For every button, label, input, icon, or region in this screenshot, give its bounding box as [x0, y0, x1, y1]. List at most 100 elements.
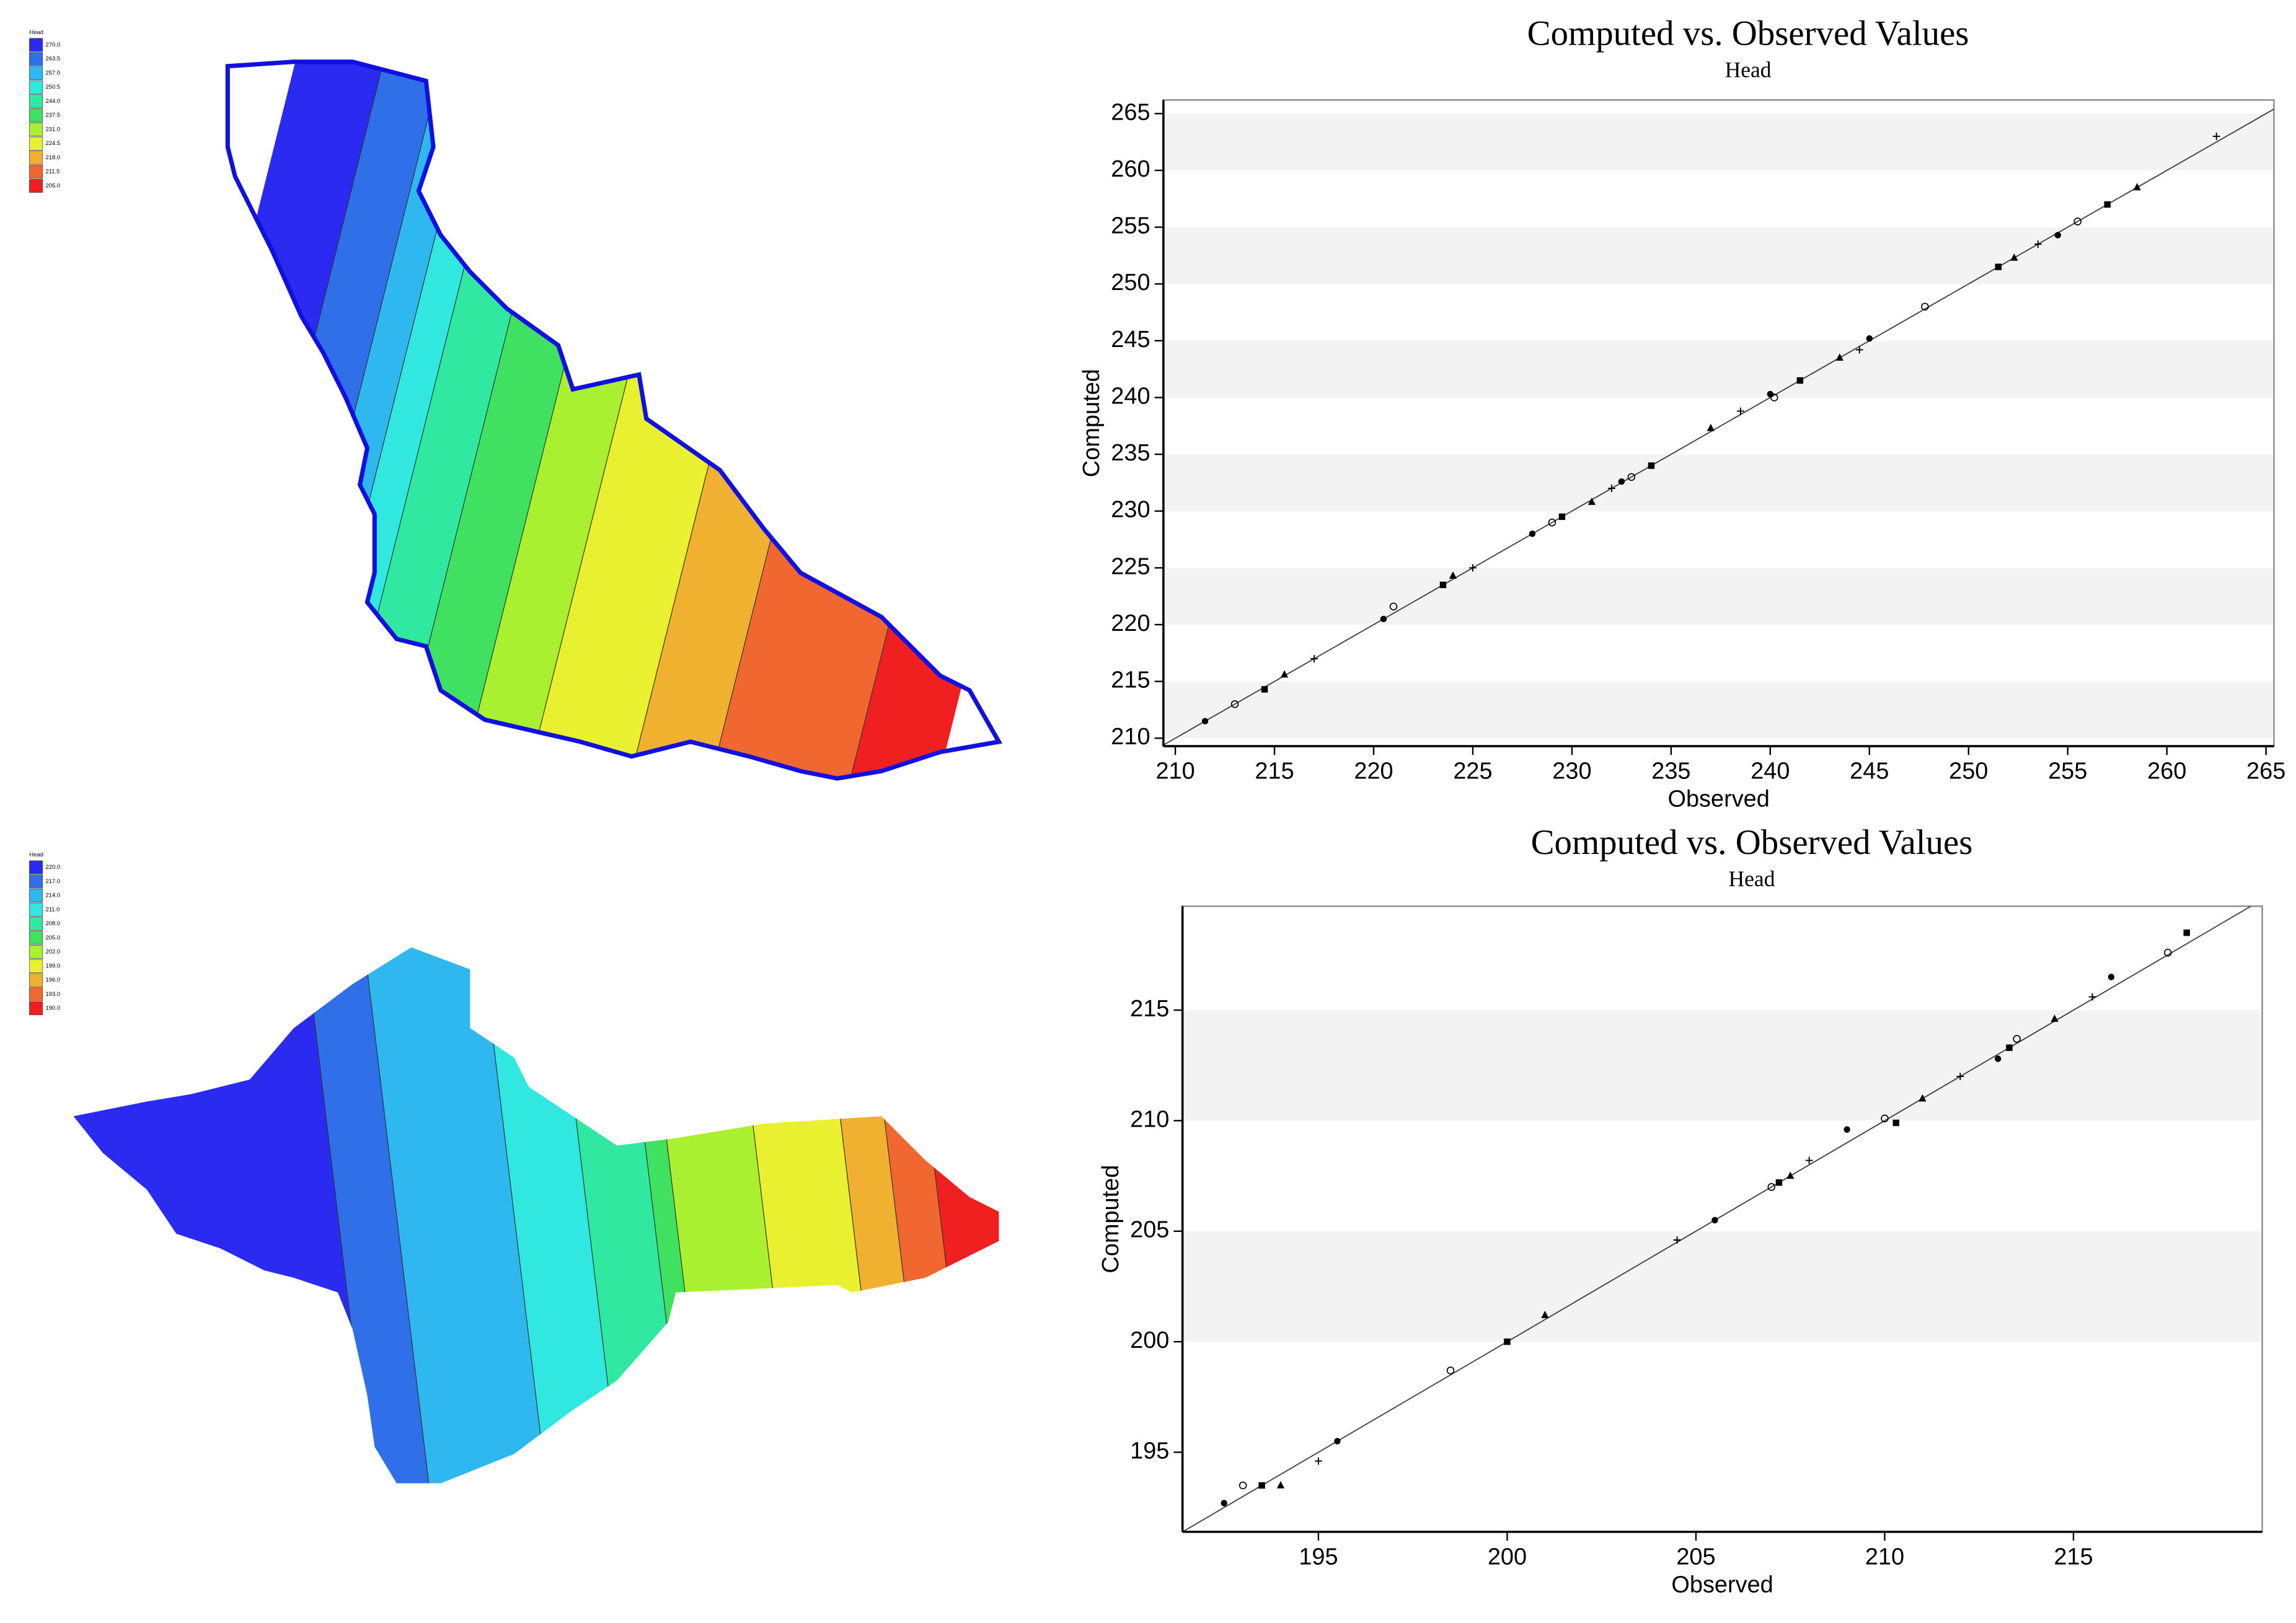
y-tick-label: 245: [1111, 327, 1150, 353]
legend-label: 224.5: [45, 140, 60, 147]
x-tick-label: 255: [2048, 759, 2087, 785]
y-tick-label: 195: [1130, 1438, 1169, 1464]
point: [1446, 1366, 1455, 1374]
legend-label: 190.0: [45, 1005, 60, 1012]
x-tick-label: 245: [1850, 759, 1889, 785]
legend-label: 199.0: [45, 962, 60, 969]
legend-title: Head: [29, 29, 43, 36]
point: [1843, 1126, 1850, 1133]
point: [1239, 1481, 1247, 1490]
legend-swatch: [29, 38, 43, 52]
y-tick-label: 260: [1111, 156, 1150, 182]
point: [1994, 1055, 2002, 1062]
legend-label: 257.0: [45, 69, 60, 76]
x-tick-label: 215: [1255, 759, 1294, 785]
x-tick-label: 225: [1453, 759, 1492, 785]
point: [1389, 602, 1398, 610]
legend-title: Head: [29, 851, 43, 858]
grid-band: [1165, 454, 2273, 511]
plot-area: [1181, 905, 2263, 1533]
x-tick-label: 195: [1299, 1544, 1338, 1570]
x-tick-label: 210: [1865, 1544, 1904, 1570]
legend-label: 237.5: [45, 112, 60, 119]
y-tick-label: 235: [1111, 440, 1150, 466]
legend-swatch: [29, 973, 43, 987]
grid-band: [1165, 227, 2273, 284]
point: [2108, 974, 2115, 980]
legend-label: 193.0: [45, 991, 60, 998]
legend-label: 205.0: [45, 935, 60, 941]
grid-band: [1165, 568, 2273, 625]
point: [1711, 1216, 1718, 1224]
legend-label: 218.0: [45, 154, 60, 161]
legend-label: 205.0: [45, 182, 60, 189]
point: [1956, 1073, 1964, 1080]
map-outline: [225, 59, 1003, 781]
point: [1855, 346, 1863, 354]
point: [1881, 1114, 1889, 1123]
chart-title: Computed vs. Observed Values: [1531, 823, 1973, 862]
point: [1995, 263, 2002, 270]
contour-band: [364, 947, 547, 1484]
point: [2183, 929, 2190, 936]
point: [1921, 302, 1929, 311]
x-tick-label: 200: [1488, 1544, 1527, 1570]
legend-swatch: [29, 902, 43, 917]
y-tick-label: 215: [1111, 667, 1150, 693]
legend-label: 214.0: [45, 892, 60, 899]
point: [2133, 183, 2141, 191]
point: [2104, 201, 2111, 208]
legend-swatch: [29, 889, 43, 903]
legend-swatch: [29, 917, 43, 931]
point: [1673, 1236, 1681, 1244]
legend-swatch: [29, 1001, 43, 1016]
legend-label: 217.0: [45, 878, 60, 885]
point: [1775, 1179, 1783, 1186]
grid-band: [1165, 113, 2273, 170]
legend-label: 211.5: [45, 169, 60, 175]
y-tick-label: 240: [1111, 383, 1150, 409]
legend-swatch: [29, 987, 43, 1001]
legend-label: 250.5: [45, 84, 60, 90]
y-tick-label: 220: [1111, 610, 1150, 636]
legend-swatch: [29, 108, 43, 123]
point: [1201, 718, 1209, 724]
y-tick-label: 255: [1111, 213, 1150, 239]
identity-line: [1163, 108, 2274, 746]
chart-subtitle: Head: [1729, 866, 1775, 891]
point: [1221, 1500, 1227, 1506]
y-axis-label: Computed: [1098, 1165, 1124, 1273]
point: [1866, 335, 1873, 342]
point: [1548, 518, 1556, 527]
point: [1707, 423, 1715, 431]
point: [1627, 473, 1636, 482]
point: [1786, 1171, 1795, 1179]
point: [1449, 571, 1457, 579]
x-tick-label: 230: [1552, 759, 1591, 785]
x-axis-label: Observed: [1671, 1572, 1773, 1598]
point: [1736, 407, 1744, 415]
contour-band: [306, 947, 429, 1484]
point: [2013, 1035, 2021, 1043]
legend-swatch: [29, 94, 43, 108]
point: [1541, 1311, 1549, 1319]
contour-line: [364, 947, 430, 1484]
legend-swatch: [29, 66, 43, 80]
y-tick-label: 225: [1111, 553, 1150, 579]
point: [1618, 478, 1625, 485]
x-tick-label: 210: [1155, 759, 1194, 785]
legend-label: 244.0: [45, 98, 60, 105]
chart-subtitle: Head: [1725, 57, 1772, 82]
legend-label: 220.0: [45, 864, 60, 871]
point: [2010, 253, 2018, 261]
x-axis-label: Observed: [1667, 786, 1769, 812]
point: [1504, 1338, 1511, 1345]
point: [1558, 513, 1566, 521]
x-tick-label: 220: [1354, 759, 1393, 785]
point: [1334, 1438, 1341, 1445]
point: [1310, 655, 1318, 662]
chart-title: Computed vs. Observed Values: [1527, 14, 1969, 53]
legend-swatch: [29, 151, 43, 165]
